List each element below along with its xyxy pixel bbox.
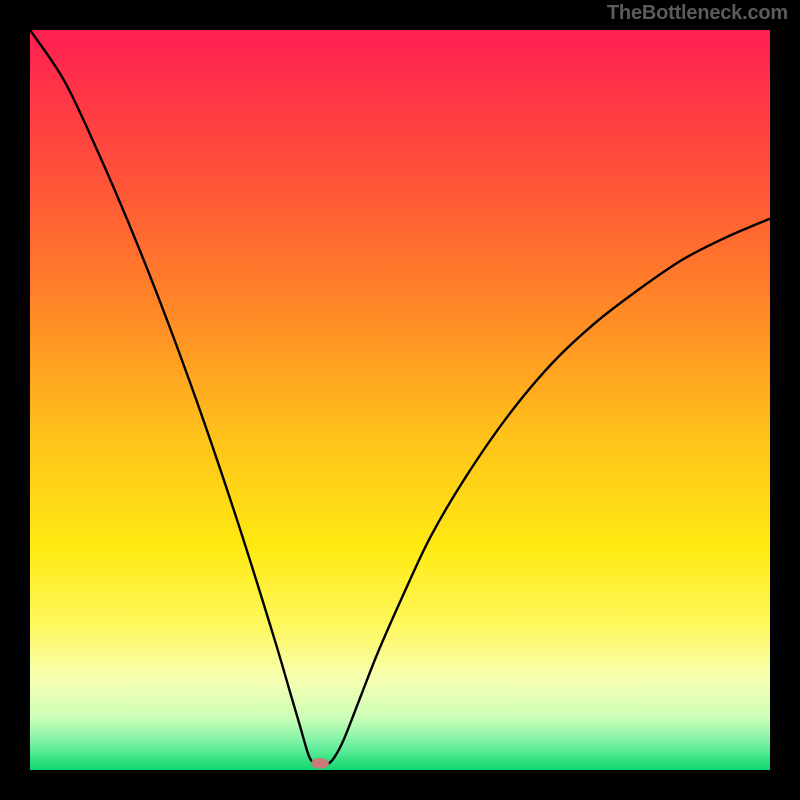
bottleneck-chart	[0, 0, 800, 800]
chart-container: TheBottleneck.com	[0, 0, 800, 800]
watermark-text: TheBottleneck.com	[607, 2, 788, 25]
current-resolution-marker	[311, 758, 329, 769]
plot-area	[30, 30, 770, 770]
